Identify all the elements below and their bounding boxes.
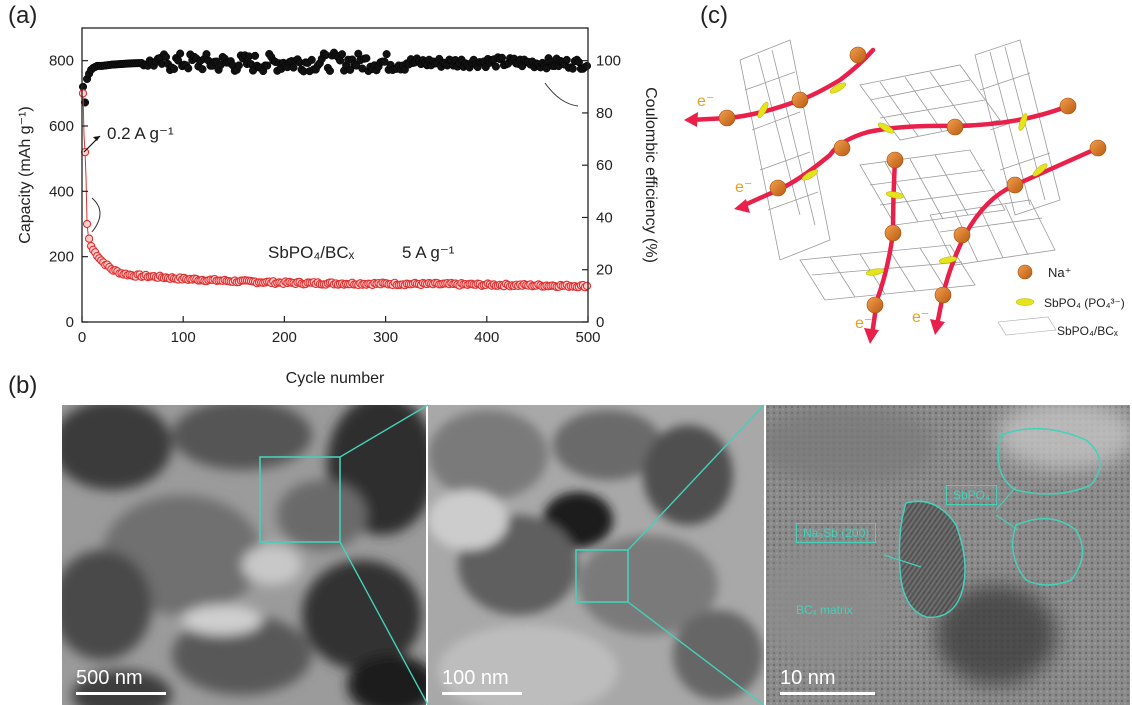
annotation-curve-left	[91, 197, 101, 233]
y-left-tick-label-1: 200	[49, 249, 74, 266]
y-left-tick-label-2: 400	[49, 183, 74, 200]
label-sbpo4: SbPO₄	[946, 485, 997, 505]
electron-label-1: e⁻	[697, 93, 714, 110]
sodium-ions	[718, 46, 1107, 314]
y-right-tick-label-5: 100	[596, 53, 621, 70]
x-tick-label-4: 400	[474, 329, 499, 346]
annotation-arrowhead	[93, 136, 100, 141]
scale-bar-1: 500 nm	[76, 667, 166, 695]
x-tick-label-5: 500	[575, 329, 600, 346]
efficiency-point	[562, 55, 571, 64]
legend-na-marker	[1017, 264, 1033, 280]
efficiency-point	[338, 50, 347, 59]
scale-bar-1-label: 500 nm	[76, 667, 143, 689]
efficiency-point	[198, 65, 207, 74]
efficiency-point	[251, 51, 260, 60]
efficiency-point	[346, 65, 355, 74]
y-left-tick-label-3: 600	[49, 118, 74, 135]
efficiency-point	[234, 61, 243, 70]
legend-sbpo4-label: SbPO₄ (PO₄³⁻)	[1044, 296, 1125, 310]
capacity-point	[582, 281, 592, 291]
panel-label-b: (b)	[8, 372, 38, 399]
y-right-tick-label-3: 60	[596, 157, 613, 174]
y-right-tick-label-2: 40	[596, 209, 613, 226]
sodium-transport-scheme: e⁻ e⁻ e⁻ e⁻ Na⁺ SbPO₄ (PO₄³⁻) SbPO₄/BCₓ	[684, 39, 1125, 344]
tem-texture-2	[428, 405, 764, 705]
y-right-tick-label-1: 20	[596, 262, 613, 279]
legend-composite-marker	[997, 316, 1057, 336]
efficiency-point	[184, 64, 193, 73]
annotation-rate-main: 5 A g⁻¹	[402, 243, 455, 262]
y-right-tick-label-4: 80	[596, 105, 613, 122]
efficiency-point	[170, 64, 179, 74]
electron-label-2: e⁻	[735, 179, 752, 196]
x-tick-label-3: 300	[373, 329, 398, 346]
tem-texture-1	[62, 405, 426, 705]
efficiency-point	[325, 66, 334, 75]
x-tick-label-1: 100	[171, 329, 196, 346]
efficiency-point	[497, 53, 507, 62]
capacity-series	[78, 89, 592, 292]
sbpo4-particle-outline-2	[1011, 517, 1084, 586]
coulombic-efficiency-series	[78, 48, 592, 107]
scale-bar-2: 100 nm	[442, 667, 522, 695]
na3sb-particle-outline	[898, 500, 966, 619]
electron-label-3: e⁻	[855, 315, 872, 332]
efficiency-point	[176, 49, 185, 58]
efficiency-point	[263, 61, 272, 70]
tem-image-low-mag: 500 nm	[62, 405, 426, 705]
panel-label-a: (a)	[8, 2, 38, 29]
y-right-tick-label-0: 0	[596, 314, 604, 331]
sbpo4-pointer-1	[995, 486, 1017, 511]
zoom-box-2	[575, 549, 629, 603]
x-tick-label-2: 200	[272, 329, 297, 346]
legend-sbpo4-marker	[1015, 298, 1035, 306]
scheme-legend: Na⁺ SbPO₄ (PO₄³⁻) SbPO₄/BCₓ	[997, 264, 1125, 338]
panel-label-c: (c)	[700, 2, 728, 29]
cycling-chart: 0 100 200 300 400 500 0 200 400 600 800 0 20 40 60 80…	[17, 27, 659, 387]
electron-labels: e⁻ e⁻ e⁻ e⁻	[697, 93, 929, 332]
scale-bar-3-label: 10 nm	[780, 667, 836, 689]
capacity-point	[84, 234, 94, 243]
x-axis-label: Cycle number	[286, 370, 385, 387]
y-axis-right-label: Coulombic efficiency (%)	[642, 87, 659, 263]
scale-bar-3: 10 nm	[780, 667, 875, 695]
electron-label-4: e⁻	[912, 309, 929, 326]
na3sb-pointer	[883, 554, 922, 568]
annotation-material: SbPO₄/BCₓ	[268, 243, 355, 262]
label-bcx-matrix: BCₓ matrix	[796, 603, 853, 617]
annotation-rate-initial: 0.2 A g⁻¹	[107, 124, 174, 143]
efficiency-point	[568, 64, 577, 73]
annotation-curve-right	[544, 82, 579, 107]
capacity-point	[82, 219, 92, 229]
x-tick-label-0: 0	[78, 329, 86, 346]
sbpo4-particles	[757, 82, 1048, 276]
zoom-box-1	[259, 456, 341, 543]
tem-texture-3	[766, 405, 1130, 705]
legend-composite-label: SbPO₄/BCₓ	[1057, 324, 1118, 338]
electron-arrowheads	[684, 112, 945, 344]
tem-image-high-res: Na₃Sb (200) SbPO₄ BCₓ matrix 10 nm	[766, 405, 1130, 705]
sbpo4-particle-outline-1	[997, 427, 1101, 495]
legend-na-label: Na⁺	[1048, 265, 1071, 280]
y-axis-left-label: Capacity (mAh g⁻¹)	[17, 106, 34, 243]
efficiency-point	[382, 50, 391, 59]
label-na3sb: Na₃Sb (200)	[796, 523, 877, 543]
scale-bar-2-label: 100 nm	[442, 667, 509, 689]
y-left-tick-label-4: 800	[49, 53, 74, 70]
efficiency-point	[307, 55, 316, 64]
plot-frame	[81, 27, 589, 323]
y-left-tick-label-0: 0	[66, 314, 74, 331]
efficiency-point	[362, 54, 371, 63]
tem-image-mid-mag: 100 nm	[428, 405, 764, 705]
efficiency-point	[491, 62, 500, 71]
efficiency-point	[582, 61, 592, 70]
sbpo4-pointer-2	[995, 514, 1019, 531]
capacity-point	[78, 89, 88, 98]
